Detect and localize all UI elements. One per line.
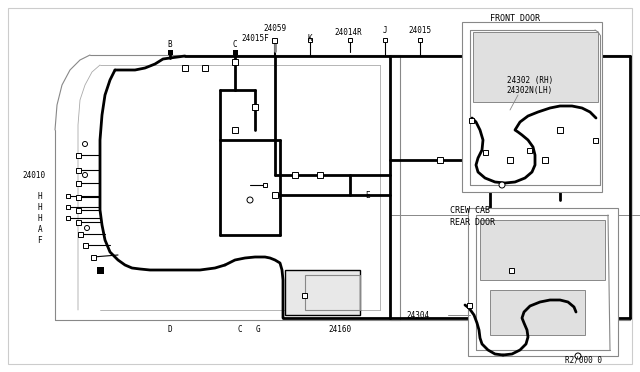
Bar [418, 38, 422, 42]
Text: E: E [365, 190, 370, 199]
Bar [90, 254, 95, 260]
Text: 24304: 24304 [407, 311, 430, 320]
Bar [473, 32, 598, 102]
Text: D: D [168, 326, 172, 334]
Text: C: C [233, 39, 237, 48]
Text: H: H [37, 202, 42, 212]
Text: 24302 (RH): 24302 (RH) [507, 76, 553, 84]
Circle shape [84, 225, 90, 231]
Bar [252, 104, 258, 110]
Text: A: A [37, 224, 42, 234]
Bar [76, 180, 81, 186]
Bar [77, 231, 83, 237]
Circle shape [499, 182, 505, 188]
Bar [490, 290, 585, 335]
Bar [76, 208, 81, 212]
Bar [83, 243, 88, 247]
Text: CREW CAB: CREW CAB [450, 205, 490, 215]
Text: H: H [37, 214, 42, 222]
Circle shape [247, 197, 253, 203]
Bar [272, 192, 278, 198]
Circle shape [575, 353, 581, 359]
Text: H: H [37, 192, 42, 201]
Text: B: B [168, 39, 172, 48]
Bar [542, 157, 548, 163]
Bar [66, 194, 70, 198]
Text: J: J [383, 26, 387, 35]
Bar [593, 138, 598, 142]
Bar [76, 195, 81, 199]
Bar [182, 65, 188, 71]
Bar [273, 38, 278, 42]
Bar [97, 266, 104, 273]
Bar [66, 216, 70, 220]
Bar [232, 49, 237, 55]
Bar [557, 127, 563, 133]
Bar [76, 167, 81, 173]
Bar [285, 270, 360, 315]
Bar [507, 157, 513, 163]
Bar [232, 59, 238, 65]
Text: FRONT DOOR: FRONT DOOR [490, 13, 540, 22]
Bar [348, 38, 352, 42]
Text: 24014R: 24014R [334, 28, 362, 36]
Bar [480, 220, 605, 280]
Bar [305, 275, 360, 310]
Circle shape [83, 173, 88, 177]
Bar [527, 148, 532, 153]
Text: 24015: 24015 [408, 26, 431, 35]
Bar [232, 127, 238, 133]
Text: G: G [256, 326, 260, 334]
Text: 24160: 24160 [328, 326, 351, 334]
Bar [76, 153, 81, 157]
Bar [437, 157, 443, 163]
Bar [470, 118, 474, 122]
Text: 24302N(LH): 24302N(LH) [507, 86, 553, 94]
Bar [76, 219, 81, 224]
Text: C: C [237, 326, 243, 334]
Bar [317, 172, 323, 178]
Text: F: F [37, 235, 42, 244]
Text: 24059: 24059 [264, 23, 287, 32]
Bar [483, 150, 488, 154]
Text: 24015F: 24015F [241, 33, 269, 42]
Bar [263, 183, 267, 187]
Bar [462, 22, 602, 192]
Bar [292, 172, 298, 178]
Bar [468, 208, 618, 356]
Bar [66, 205, 70, 209]
Circle shape [83, 141, 88, 147]
Text: K: K [308, 33, 312, 42]
Bar [467, 302, 472, 308]
Bar [303, 292, 307, 298]
Text: REAR DOOR: REAR DOOR [450, 218, 495, 227]
Text: R2/000 0: R2/000 0 [565, 356, 602, 365]
Bar [308, 38, 312, 42]
Bar [168, 49, 173, 55]
Bar [383, 38, 387, 42]
Bar [202, 65, 208, 71]
Bar [509, 267, 515, 273]
Text: 24010: 24010 [23, 170, 46, 180]
